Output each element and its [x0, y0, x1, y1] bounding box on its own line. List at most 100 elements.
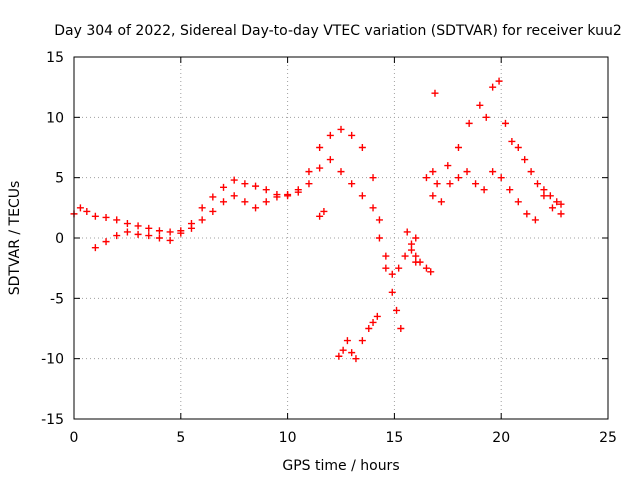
data-point: [369, 204, 377, 212]
data-point: [241, 180, 249, 188]
data-point: [348, 180, 356, 188]
data-point: [337, 168, 345, 176]
x-tick-label: 25: [599, 430, 617, 446]
data-point: [393, 306, 401, 314]
data-point: [252, 182, 260, 190]
data-point: [316, 164, 324, 172]
data-point: [102, 213, 110, 221]
data-point: [422, 174, 430, 182]
data-point: [358, 192, 366, 200]
data-point: [375, 234, 383, 242]
y-axis-label: SDTVAR / TECUs: [7, 181, 23, 296]
data-point: [155, 227, 163, 235]
data-point: [337, 125, 345, 133]
data-point: [395, 264, 403, 272]
data-point: [433, 180, 441, 188]
data-point: [187, 224, 195, 232]
data-point: [476, 101, 484, 109]
data-point: [375, 216, 383, 224]
data-points: [70, 77, 565, 363]
data-point: [514, 198, 522, 206]
x-axis-label: GPS time / hours: [282, 458, 399, 474]
data-point: [446, 180, 454, 188]
data-point: [326, 131, 334, 139]
data-point: [472, 180, 480, 188]
data-point: [145, 232, 153, 240]
data-point: [444, 162, 452, 170]
y-tick-label: 5: [55, 171, 64, 187]
y-tick-label: -15: [41, 412, 64, 428]
data-point: [348, 131, 356, 139]
x-tick-label: 15: [385, 430, 403, 446]
data-point: [252, 204, 260, 212]
data-point: [365, 325, 373, 332]
data-point: [557, 200, 565, 208]
data-point: [514, 144, 522, 151]
data-point: [352, 355, 360, 363]
data-point: [113, 216, 121, 224]
data-point: [548, 204, 556, 212]
data-point: [262, 198, 270, 206]
data-point: [294, 188, 302, 196]
data-point: [76, 204, 84, 212]
data-point: [465, 119, 473, 127]
data-point: [501, 119, 509, 127]
data-point: [454, 174, 462, 182]
data-point: [407, 246, 415, 254]
data-point: [397, 325, 405, 332]
data-point: [429, 168, 437, 176]
data-point: [123, 228, 131, 236]
data-point: [305, 180, 313, 188]
x-tick-label: 0: [70, 430, 79, 446]
data-point: [83, 207, 91, 215]
data-point: [358, 144, 366, 151]
data-point: [348, 349, 356, 357]
y-tick-label: 10: [46, 110, 64, 126]
y-tick-label: 15: [46, 50, 64, 66]
data-point: [508, 137, 516, 145]
data-point: [553, 198, 561, 206]
data-point: [495, 77, 503, 85]
data-point: [166, 236, 174, 244]
data-point: [540, 186, 548, 194]
data-point: [241, 198, 249, 206]
data-point: [463, 168, 471, 176]
data-point: [198, 216, 206, 224]
data-point: [343, 337, 351, 345]
data-point: [155, 234, 163, 242]
data-point: [134, 230, 142, 238]
data-point: [335, 352, 343, 360]
data-point: [230, 176, 238, 184]
data-point: [262, 186, 270, 194]
data-point: [531, 216, 539, 224]
data-point: [166, 228, 174, 236]
grid: [74, 57, 608, 419]
data-point: [102, 238, 110, 246]
data-point: [320, 207, 328, 215]
data-point: [209, 207, 217, 215]
data-point: [523, 210, 531, 218]
data-point: [220, 183, 228, 191]
data-point: [431, 89, 439, 97]
data-point: [316, 212, 324, 220]
data-point: [91, 244, 99, 252]
data-point: [382, 252, 390, 260]
data-point: [407, 240, 415, 248]
data-point: [540, 192, 548, 200]
data-point: [427, 268, 435, 276]
chart-title: Day 304 of 2022, Sidereal Day-to-day VTE…: [54, 23, 622, 39]
data-point: [437, 198, 445, 206]
data-point: [220, 198, 228, 206]
data-point: [546, 192, 554, 200]
data-point: [316, 144, 324, 151]
data-point: [305, 168, 313, 176]
data-point: [412, 252, 420, 260]
data-point: [284, 191, 292, 199]
data-point: [145, 224, 153, 232]
data-point: [91, 212, 99, 220]
data-point: [497, 174, 505, 182]
data-point: [388, 288, 396, 296]
data-point: [339, 346, 347, 354]
data-point: [527, 168, 535, 176]
